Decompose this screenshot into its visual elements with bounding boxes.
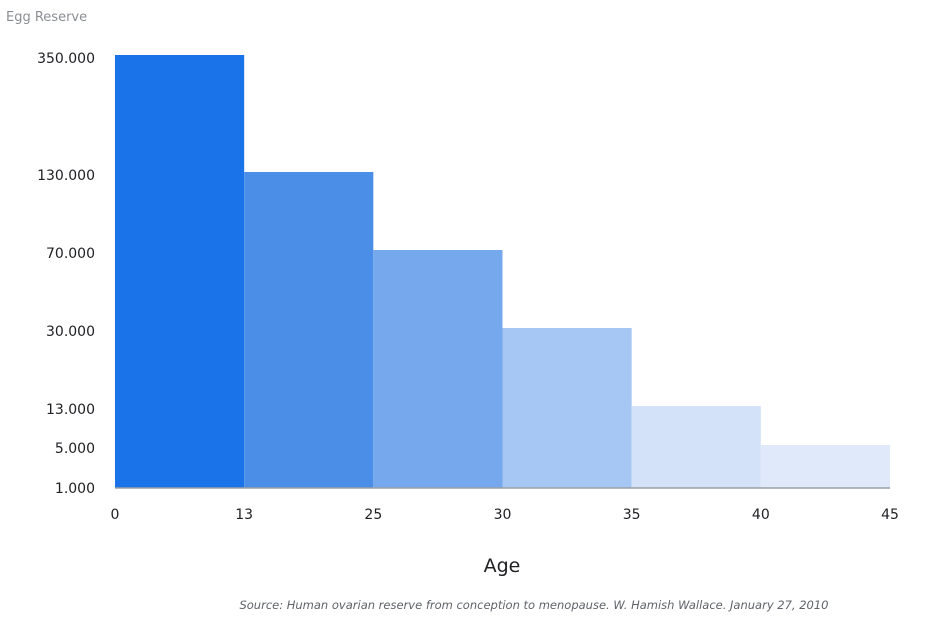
x-tick-label: 40 [752,507,770,523]
y-tick-labels: 350.000 130.000 70.000 30.000 13.000 5.000 1.0… [37,51,95,497]
x-tick-label: 25 [364,507,382,523]
y-tick-label: 13.000 [46,402,95,418]
y-tick-label: 5.000 [55,441,95,457]
bar-13-25 [244,172,374,488]
bars-group [115,55,890,488]
y-tick-label: 130.000 [37,168,95,184]
x-axis-title: Age [484,555,521,577]
bar-25-30 [373,250,503,488]
bar-40-45 [760,445,890,488]
x-tick-label: 30 [494,507,512,523]
x-tick-label: 13 [235,507,253,523]
y-tick-label: 30.000 [46,324,95,340]
x-tick-label: 35 [623,507,641,523]
y-axis-title: Egg Reserve [6,10,87,25]
x-tick-labels: 0 13 25 30 35 40 45 [111,507,899,523]
bar-30-35 [502,328,632,488]
bar-0-13 [115,55,245,488]
x-tick-label: 0 [111,507,120,523]
x-tick-label: 45 [881,507,899,523]
bar-35-40 [631,406,761,488]
y-tick-label: 1.000 [55,481,95,497]
y-tick-label: 70.000 [46,246,95,262]
y-tick-label: 350.000 [37,51,95,67]
source-note: Source: Human ovarian reserve from conce… [239,598,828,612]
